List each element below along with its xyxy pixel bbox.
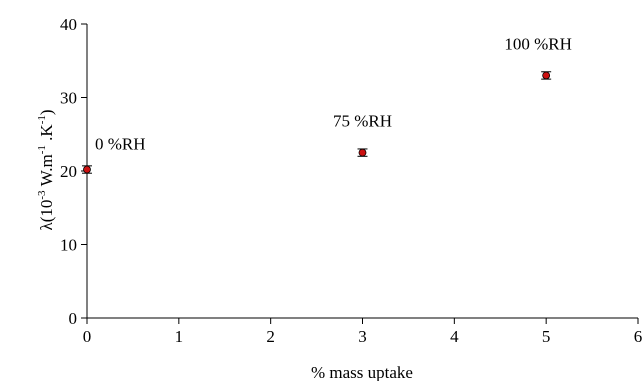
y-axis-title-exp2: -1 (36, 145, 48, 154)
y-axis-title-mid1: W.m (37, 154, 56, 190)
x-tick-label: 6 (634, 327, 643, 346)
data-point (357, 148, 368, 157)
data-point (541, 71, 552, 80)
y-tick-label: 40 (60, 15, 77, 34)
point-annotations: 0 %RH 75 %RH 100 %RH (95, 34, 572, 153)
point-annotation: 0 %RH (95, 135, 146, 154)
x-tick-label: 0 (83, 327, 92, 346)
y-axis-title-exp1: -3 (36, 190, 48, 200)
y-tick-label: 20 (60, 162, 77, 181)
y-axis-title-prefix: λ(10 (37, 200, 56, 231)
point-annotation: 75 %RH (333, 112, 392, 131)
y-axis-title-mid2: .K (37, 124, 56, 146)
x-tick-label: 5 (542, 327, 551, 346)
point-annotation: 100 %RH (504, 34, 572, 53)
y-tick-label: 0 (69, 309, 78, 328)
y-tick-label: 30 (60, 89, 77, 108)
y-axis-title-exp3: -1 (36, 115, 48, 124)
y-ticks: 0 10 20 30 40 (60, 15, 87, 328)
x-tick-label: 2 (266, 327, 275, 346)
point-marker (83, 165, 91, 174)
x-tick-label: 1 (175, 327, 184, 346)
axes (86, 24, 638, 319)
point-marker (358, 148, 367, 157)
y-tick-label: 10 (60, 236, 77, 255)
x-tick-label: 4 (450, 327, 459, 346)
point-marker (542, 71, 551, 80)
x-ticks: 0 1 2 3 4 5 6 (83, 318, 643, 346)
y-axis-title: λ(10-3 W.m-1 .K-1) (36, 109, 56, 230)
data-points (82, 71, 552, 174)
x-tick-label: 3 (358, 327, 367, 346)
y-axis-title-suffix: ) (37, 109, 56, 115)
data-point (82, 165, 92, 174)
x-axis-title: % mass uptake (311, 363, 413, 381)
